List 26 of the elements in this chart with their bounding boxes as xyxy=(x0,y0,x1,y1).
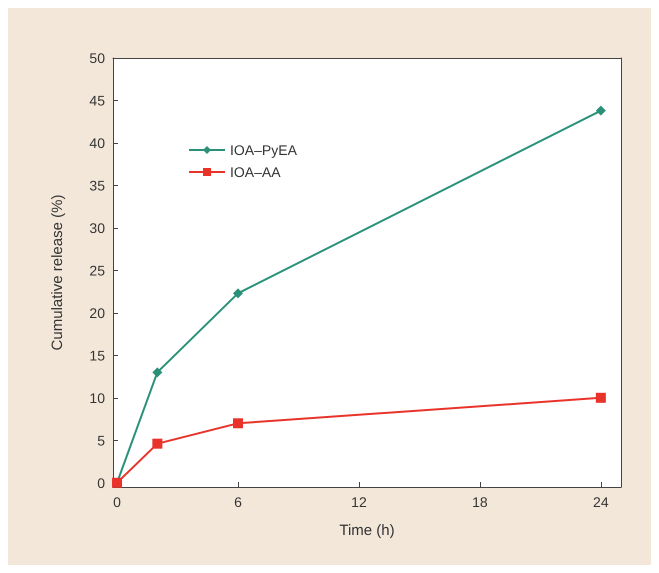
y-tick-label: 30 xyxy=(89,220,106,236)
y-tick-label: 10 xyxy=(89,390,106,406)
y-tick-label: 45 xyxy=(89,92,106,108)
point xyxy=(596,392,606,403)
point xyxy=(152,438,162,449)
y-tick-label: 20 xyxy=(89,304,106,321)
y-axis-title: Cumulative release (%) xyxy=(49,194,66,350)
point xyxy=(232,418,243,428)
point xyxy=(232,288,243,298)
x-tick-label: 18 xyxy=(472,494,488,510)
x-tick-label: 12 xyxy=(351,494,367,510)
legend-label: IOA–PyEA xyxy=(230,142,298,158)
x-tick-label: 24 xyxy=(593,494,609,510)
y-tick-label: 15 xyxy=(89,347,106,364)
y-tick-label: 40 xyxy=(89,134,106,151)
point xyxy=(596,106,606,116)
x-axis-title: Time (h) xyxy=(339,522,395,539)
y-tick-label: 50 xyxy=(89,50,106,66)
x-tick-label: 0 xyxy=(113,494,122,510)
y-tick-label: 0 xyxy=(97,474,106,491)
point xyxy=(152,367,162,378)
y-tick-label: 25 xyxy=(89,262,106,278)
y-tick-label: 35 xyxy=(89,177,106,194)
x-tick-label: 6 xyxy=(234,494,242,510)
y-tick-label: 5 xyxy=(97,432,106,448)
legend-label: IOA–AA xyxy=(230,164,282,180)
